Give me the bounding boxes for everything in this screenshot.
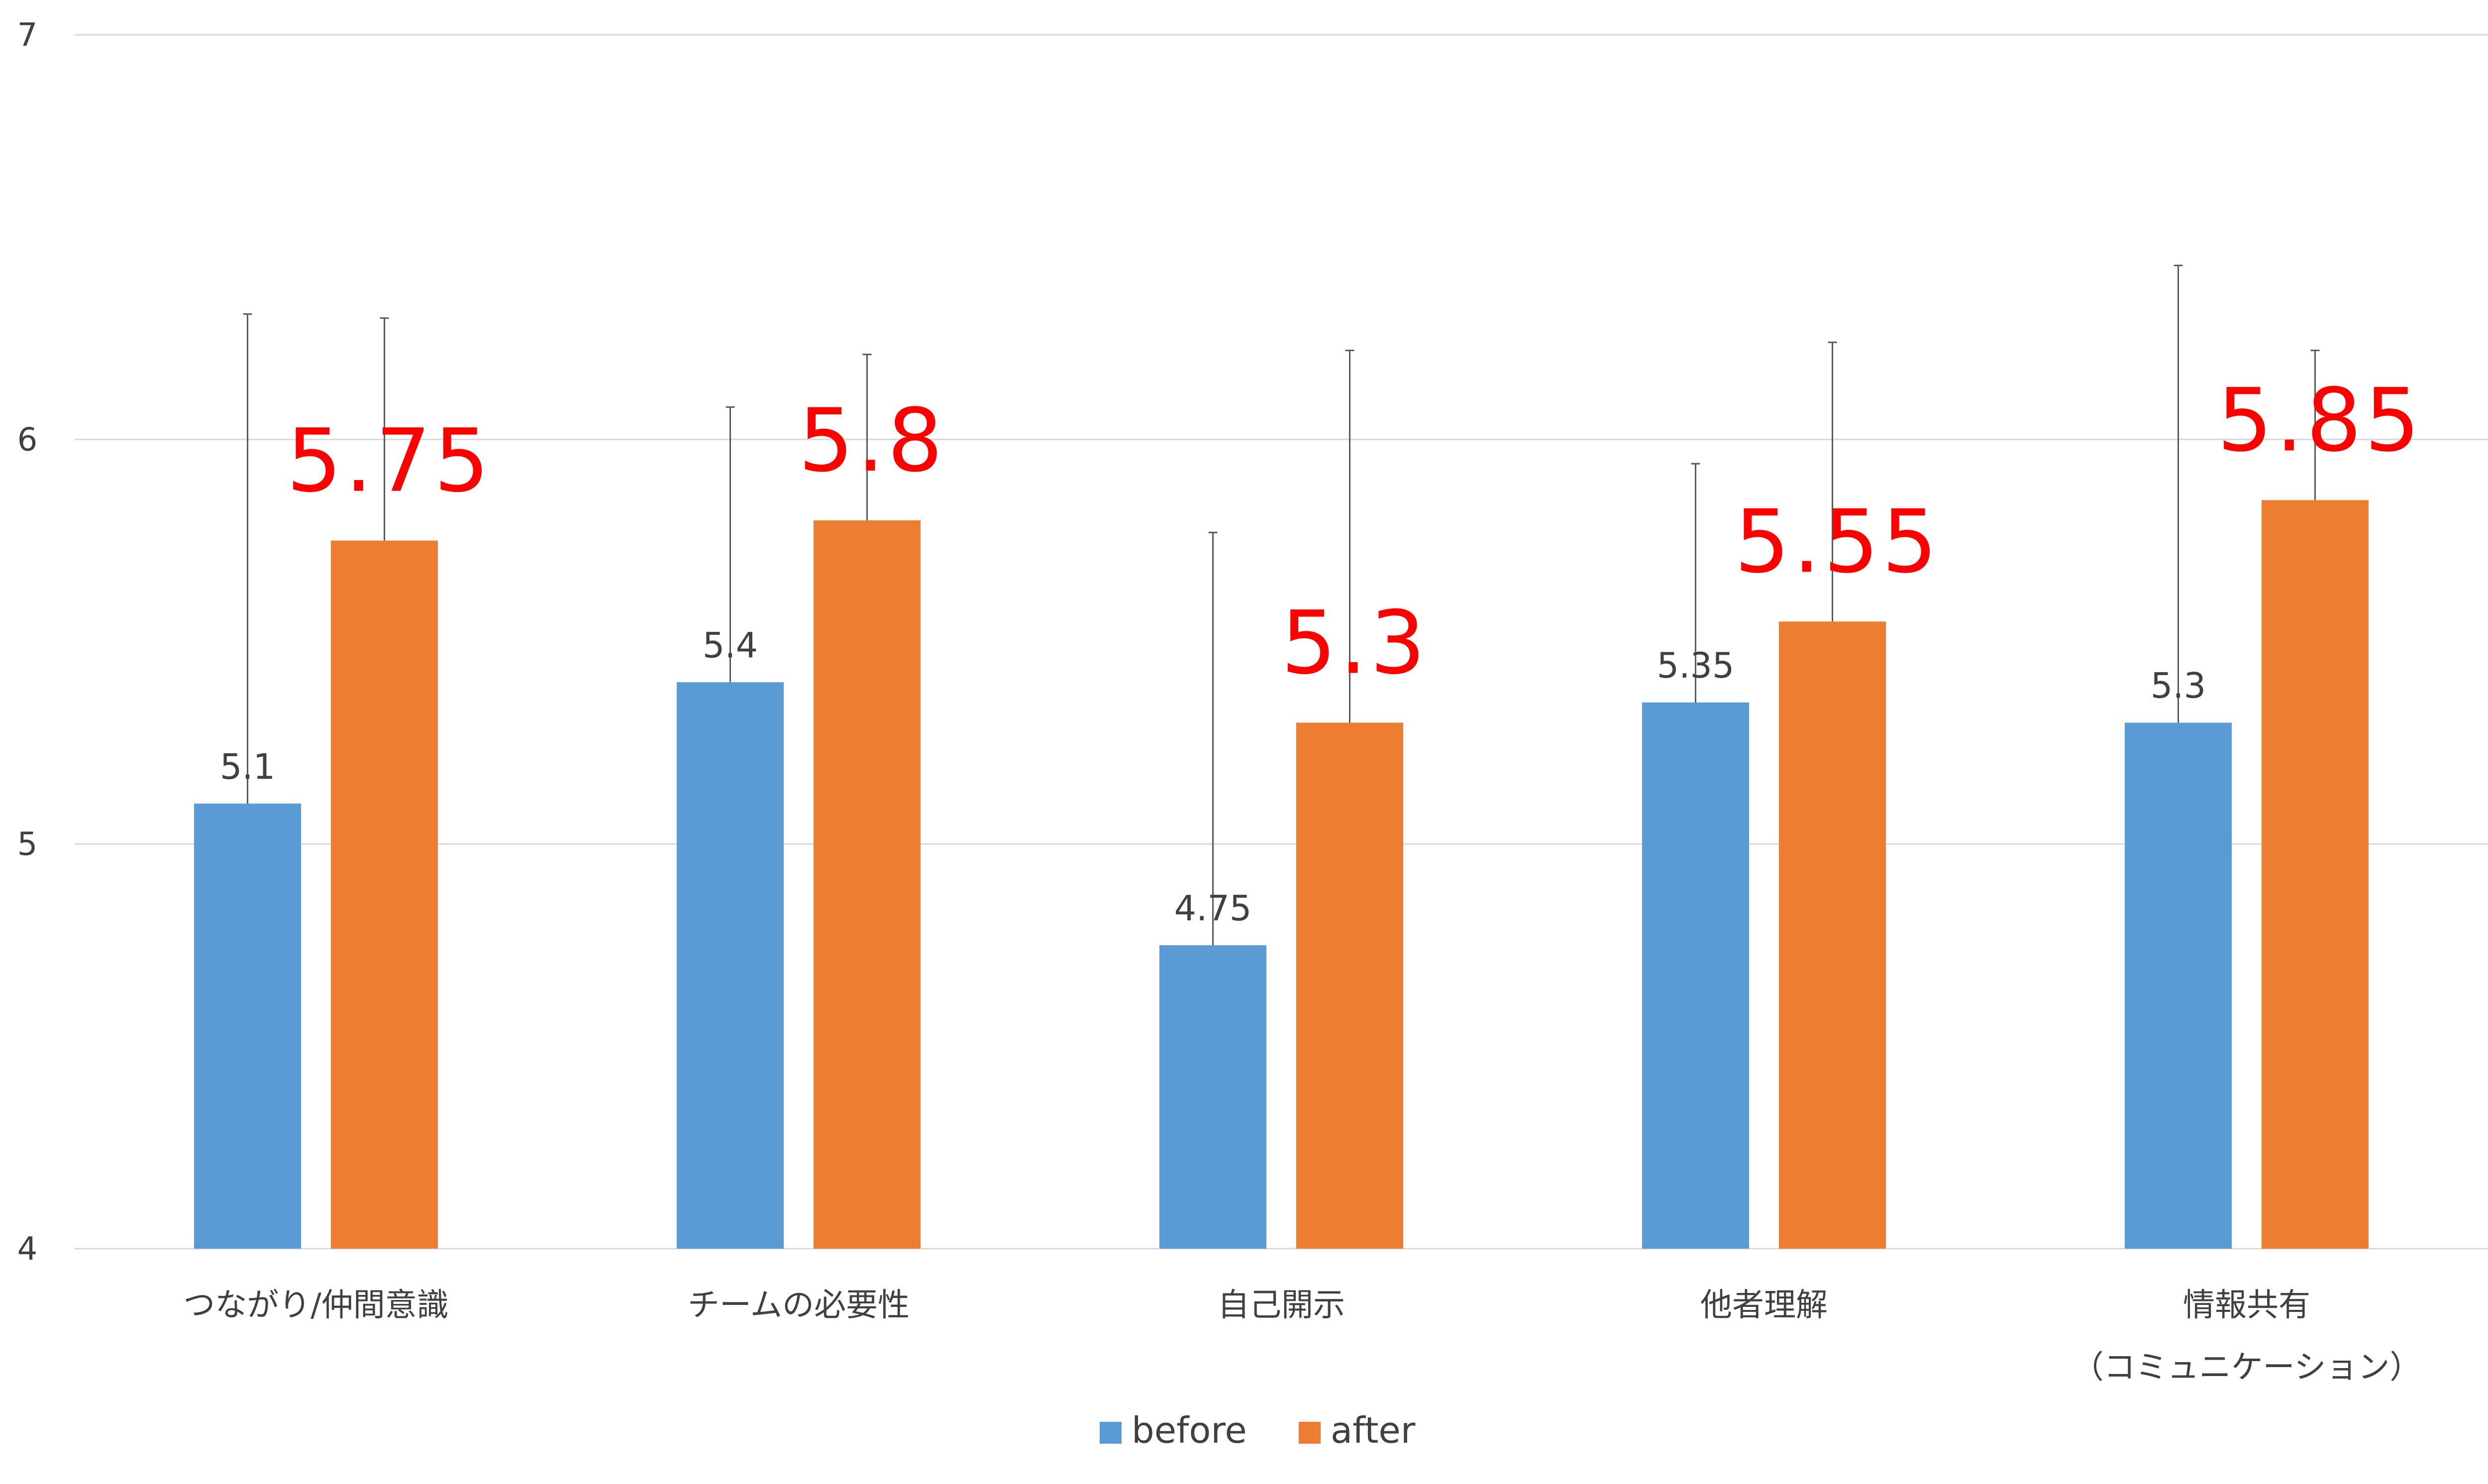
- after-data-label: 5.85: [2217, 370, 2423, 471]
- before-data-label: 5.4: [703, 625, 758, 666]
- before-bar: [1642, 702, 1749, 1249]
- legend: before after: [1100, 1409, 1416, 1451]
- after-bar: [2262, 500, 2369, 1249]
- error-bars: [243, 265, 2320, 945]
- after-bar: [1779, 621, 1886, 1249]
- category-label: （コミュニケーション）: [2072, 1349, 2422, 1386]
- after-data-label: 5.75: [287, 411, 493, 512]
- legend-swatch-after: [1299, 1422, 1321, 1444]
- after-data-label: 5.3: [1281, 593, 1428, 694]
- before-data-label: 5.35: [1657, 645, 1735, 686]
- y-tick-label: 7: [17, 17, 38, 54]
- before-data-label: 4.75: [1174, 888, 1252, 929]
- after-data-label: 5.8: [798, 391, 945, 492]
- after-bar: [1296, 722, 1403, 1249]
- data-labels: 5.1 5.75 5.4 5.8 4.75 5.3 5.35 5.55 5.3 5.85: [220, 370, 2423, 929]
- y-tick-label: 4: [17, 1231, 38, 1268]
- after-bar: [814, 520, 921, 1249]
- category-label: チームの必要性: [688, 1287, 910, 1324]
- legend-label-before: before: [1132, 1409, 1247, 1451]
- before-data-label: 5.3: [2151, 666, 2206, 706]
- category-label: 情報共有: [2183, 1287, 2310, 1324]
- category-label: 自己開示: [1218, 1287, 1345, 1324]
- before-bar: [194, 803, 301, 1249]
- after-data-label: 5.55: [1735, 492, 1941, 593]
- before-data-label: 5.1: [220, 746, 275, 787]
- legend-swatch-before: [1100, 1422, 1122, 1444]
- category-label: 他者理解: [1700, 1287, 1828, 1324]
- before-bar: [1159, 945, 1266, 1249]
- bars: [194, 500, 2369, 1249]
- legend-label-after: after: [1331, 1409, 1416, 1451]
- after-bar: [331, 540, 438, 1249]
- y-axis-ticks: 4 5 6 7: [17, 17, 38, 1268]
- y-tick-label: 5: [17, 826, 38, 863]
- before-bar: [677, 682, 784, 1249]
- category-labels: つながり/仲間意識 チームの必要性 自己開示 他者理解 情報共有 （コミュニケーション）: [183, 1287, 2421, 1386]
- gridlines: [75, 34, 2488, 1250]
- category-label: つながり/仲間意識: [183, 1287, 449, 1324]
- y-tick-label: 6: [17, 421, 38, 458]
- before-bar: [2125, 722, 2232, 1249]
